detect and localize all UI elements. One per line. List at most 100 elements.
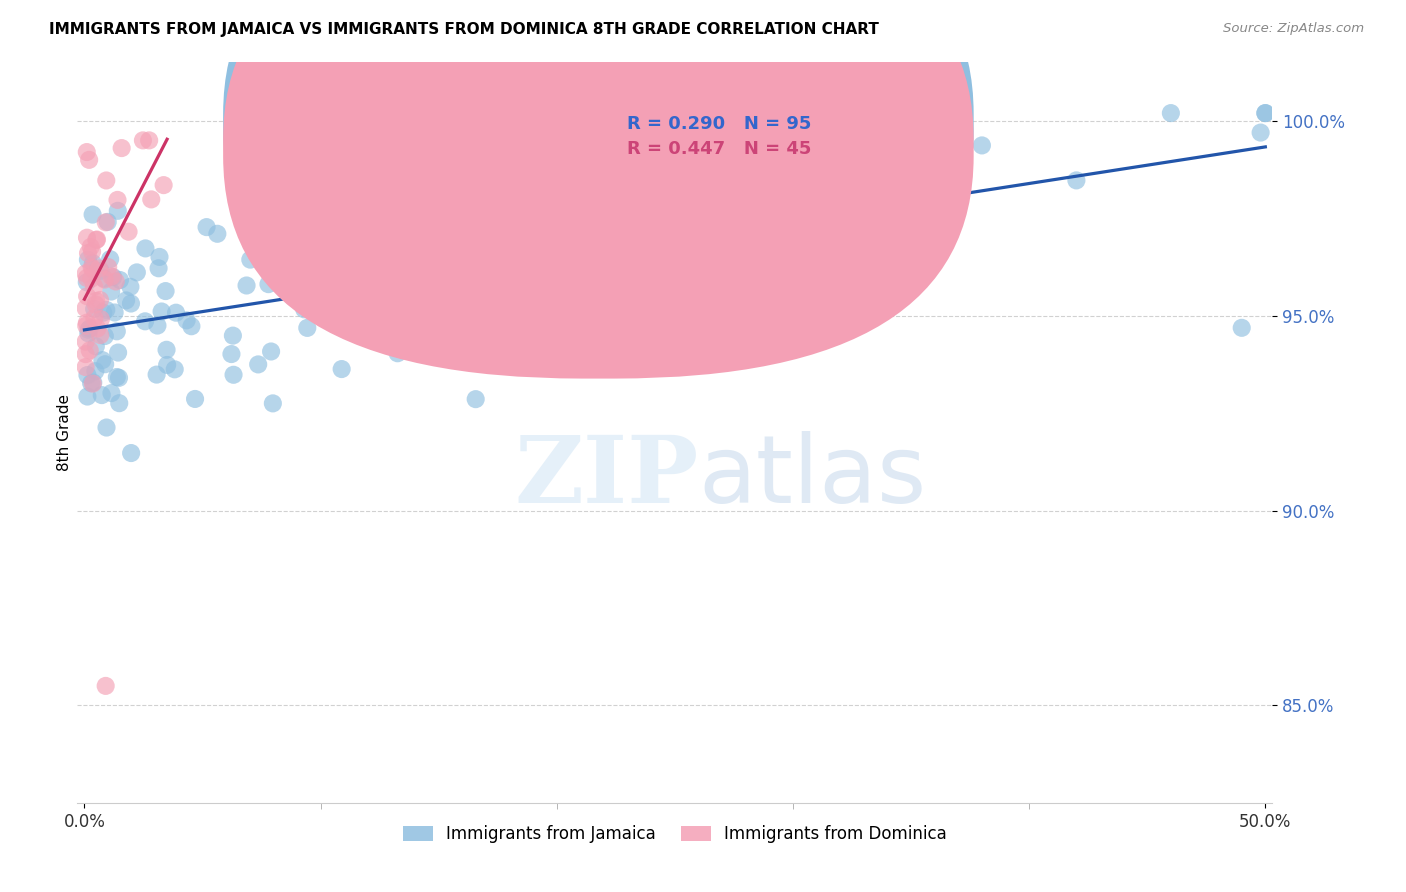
Point <box>90 312 112 326</box>
Point <box>242 171 264 186</box>
Point <box>75 267 97 281</box>
Point <box>96 302 118 317</box>
Point <box>97 215 120 229</box>
Point <box>86 321 108 335</box>
Text: Source: ZipAtlas.com: Source: ZipAtlas.com <box>1223 22 1364 36</box>
Point <box>83 279 105 293</box>
Point <box>1066 173 1088 187</box>
Point <box>239 252 262 267</box>
Point <box>262 396 284 410</box>
Point <box>98 252 121 267</box>
Point <box>80 240 103 254</box>
Point <box>120 280 142 294</box>
Point <box>107 193 129 207</box>
Point <box>76 368 98 382</box>
Point <box>260 344 283 359</box>
Point <box>107 345 129 359</box>
Point <box>75 334 97 349</box>
Point <box>91 306 114 320</box>
Point <box>105 370 128 384</box>
Point <box>82 376 104 390</box>
Point <box>84 297 107 311</box>
Point <box>108 273 131 287</box>
Point <box>77 246 100 260</box>
Point <box>77 252 100 267</box>
Point <box>91 353 114 368</box>
Point <box>104 305 127 319</box>
Text: IMMIGRANTS FROM JAMAICA VS IMMIGRANTS FROM DOMINICA 8TH GRADE CORRELATION CHART: IMMIGRANTS FROM JAMAICA VS IMMIGRANTS FR… <box>49 22 879 37</box>
Point <box>80 271 103 285</box>
Point <box>305 285 328 300</box>
Point <box>84 339 107 353</box>
Point <box>76 275 98 289</box>
Point <box>433 304 456 318</box>
Point <box>155 284 177 298</box>
Point <box>76 289 98 303</box>
Point <box>77 153 100 167</box>
Point <box>94 329 117 343</box>
Point <box>207 227 229 241</box>
Point <box>100 285 122 299</box>
Point <box>84 293 107 308</box>
Point <box>94 272 117 286</box>
Point <box>330 362 353 376</box>
Point <box>86 233 108 247</box>
Text: atlas: atlas <box>699 431 927 523</box>
Point <box>141 193 163 207</box>
Point <box>970 138 993 153</box>
Point <box>132 133 155 147</box>
Point <box>464 392 486 406</box>
Point <box>370 292 392 306</box>
Point <box>117 225 139 239</box>
Point <box>105 324 128 338</box>
Point <box>120 296 142 310</box>
Point <box>125 265 148 279</box>
Point <box>134 314 156 328</box>
Point <box>94 357 117 371</box>
Point <box>148 261 170 276</box>
Point <box>247 358 270 372</box>
Point <box>156 358 179 372</box>
Point <box>76 271 98 285</box>
Point <box>830 200 852 214</box>
Point <box>90 264 112 278</box>
Point <box>80 244 103 259</box>
Point <box>221 347 243 361</box>
Point <box>326 305 349 319</box>
Point <box>180 319 202 334</box>
Point <box>1250 126 1272 140</box>
Point <box>1160 106 1182 120</box>
Point <box>222 368 245 382</box>
Point <box>1254 106 1277 120</box>
Point <box>84 364 107 378</box>
Point <box>222 328 245 343</box>
Point <box>1254 106 1277 120</box>
Point <box>96 173 118 187</box>
Point <box>104 275 127 289</box>
Point <box>90 388 112 402</box>
Point <box>75 347 97 361</box>
Point <box>75 301 97 316</box>
Point <box>155 343 177 357</box>
Point <box>336 252 359 266</box>
Point <box>138 133 160 147</box>
Point <box>593 222 616 236</box>
FancyBboxPatch shape <box>568 97 837 185</box>
Point <box>150 304 173 318</box>
Point <box>79 321 101 335</box>
Point <box>82 262 104 277</box>
Point <box>83 301 105 316</box>
Point <box>89 293 111 307</box>
FancyBboxPatch shape <box>224 0 974 353</box>
Point <box>108 371 131 385</box>
Point <box>115 293 138 308</box>
Point <box>120 446 142 460</box>
Point <box>111 141 134 155</box>
Point <box>146 318 169 333</box>
Point <box>94 215 117 229</box>
Point <box>148 250 170 264</box>
Point <box>734 194 756 208</box>
Point <box>93 271 115 285</box>
Point <box>447 178 470 192</box>
Point <box>103 270 125 285</box>
